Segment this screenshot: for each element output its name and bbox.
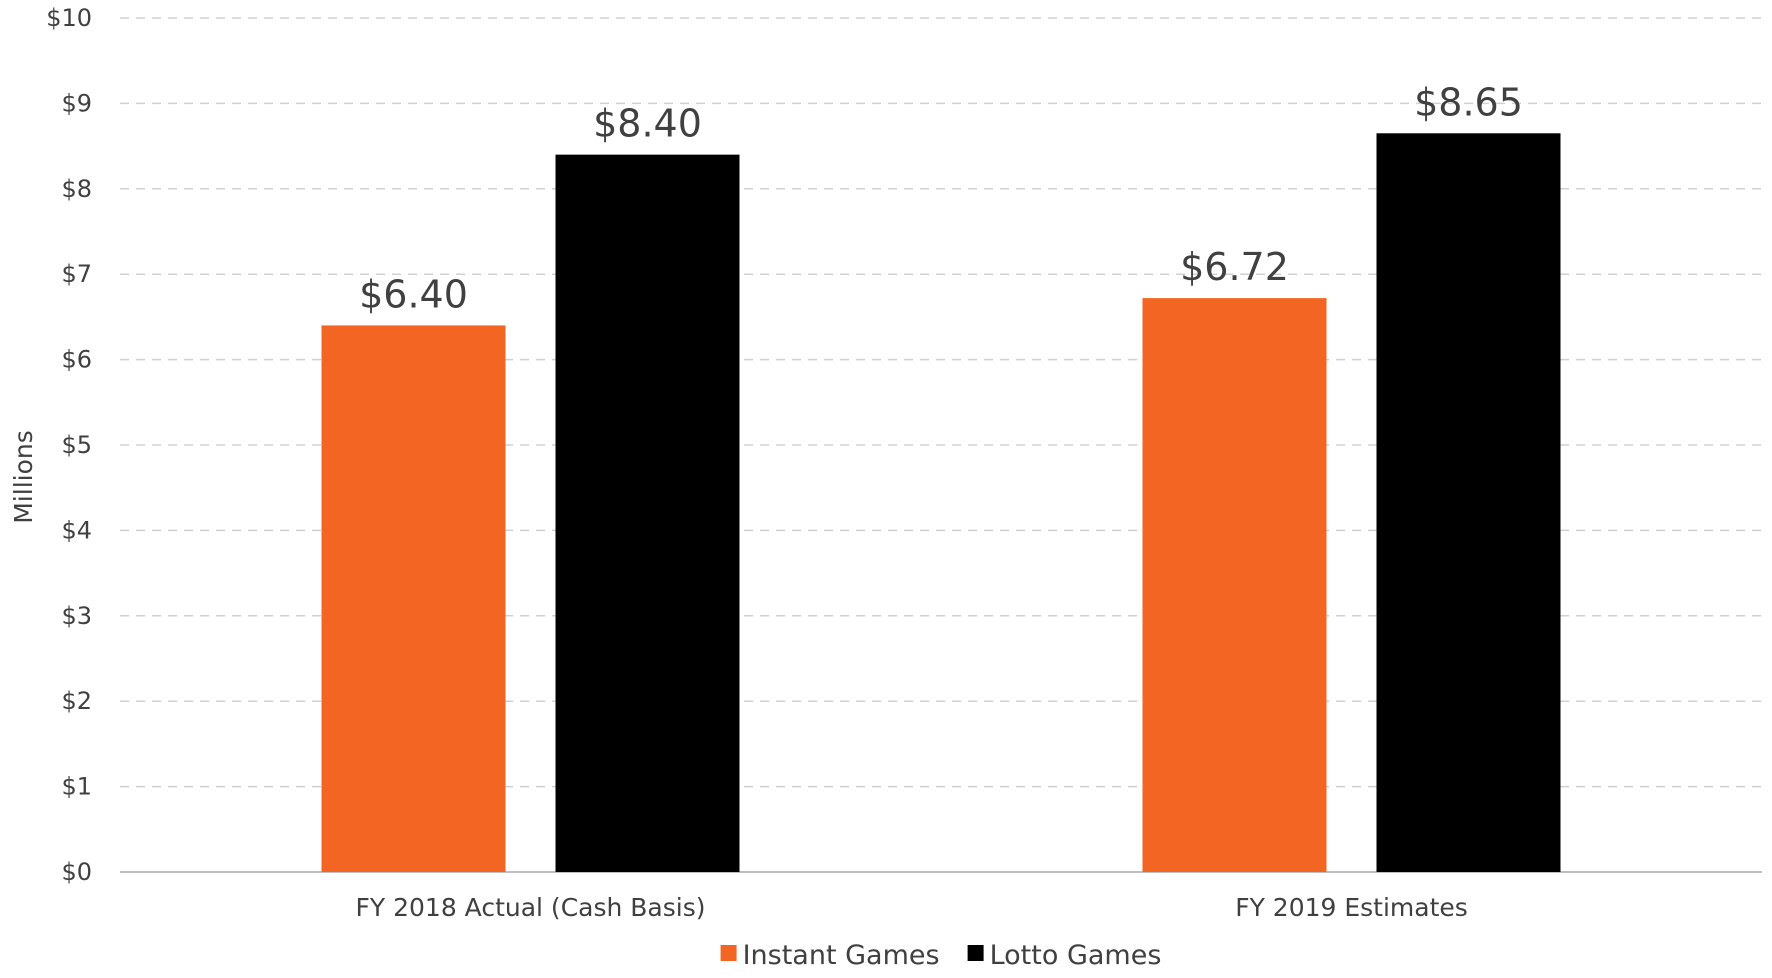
- legend-label: Lotto Games: [990, 940, 1162, 971]
- data-label: $6.72: [1180, 245, 1289, 289]
- y-axis-ticks: $0 $1 $2 $3 $4 $5 $6 $7 $8 $9 $10: [46, 4, 92, 886]
- x-category-label: FY 2018 Actual (Cash Basis): [356, 893, 706, 922]
- y-tick-label: $5: [61, 431, 92, 459]
- y-tick-label: $4: [61, 516, 92, 544]
- y-tick-label: $10: [46, 4, 92, 32]
- data-labels: $6.40 $8.40 $6.72 $8.65: [359, 80, 1523, 316]
- data-label: $8.65: [1414, 80, 1523, 124]
- y-tick-label: $6: [61, 346, 92, 374]
- y-axis-title: Millions: [9, 430, 38, 524]
- bar-lotto-games: [1376, 133, 1561, 873]
- legend: Instant Games Lotto Games: [720, 940, 1162, 971]
- y-tick-label: $9: [61, 89, 92, 117]
- x-category-label: FY 2019 Estimates: [1235, 893, 1468, 922]
- data-label: $8.40: [593, 102, 702, 146]
- legend-label: Instant Games: [743, 940, 940, 971]
- y-tick-label: $7: [61, 260, 92, 288]
- bars: [321, 133, 1561, 873]
- y-tick-label: $2: [61, 687, 92, 715]
- y-tick-label: $8: [61, 175, 92, 203]
- y-tick-label: $0: [61, 858, 92, 886]
- y-tick-label: $3: [61, 602, 92, 630]
- x-axis-categories: FY 2018 Actual (Cash Basis) FY 2019 Estim…: [356, 893, 1468, 922]
- data-label: $6.40: [359, 272, 468, 316]
- y-tick-label: $1: [61, 773, 92, 801]
- bar-instant-games: [321, 325, 506, 872]
- legend-swatch: [720, 945, 737, 961]
- legend-swatch: [967, 945, 984, 961]
- bar-instant-games: [1142, 298, 1327, 872]
- bar-lotto-games: [555, 154, 740, 872]
